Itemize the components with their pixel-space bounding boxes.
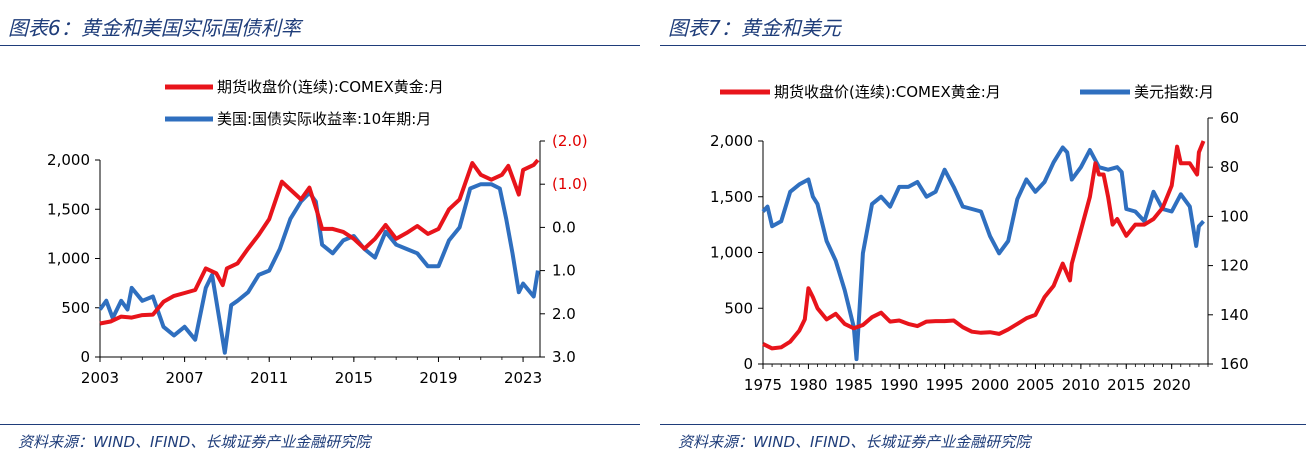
left-source-rule bbox=[0, 424, 640, 425]
right-right-tick-label: 140 bbox=[1220, 306, 1249, 324]
right-right-tick-label: 60 bbox=[1220, 109, 1239, 127]
right-chart-panel: 图表7：黄金和美元 0 500 1,000 1,500 2,000 60 80 100 120 1… bbox=[660, 0, 1306, 463]
left-series-line-real-yield bbox=[98, 182, 540, 355]
left-chart-title: 图表6：黄金和美国实际国债利率 bbox=[8, 16, 301, 40]
left-chart-panel: 图表6：黄金和美国实际国债利率 0 500 1,000 1,500 2,000 (2.0)… bbox=[0, 0, 640, 463]
right-source-rule bbox=[660, 424, 1306, 425]
left-series-line-gold bbox=[99, 158, 540, 326]
right-x-tick-label: 1990 bbox=[880, 376, 918, 394]
left-left-tick-label: 2,000 bbox=[47, 151, 90, 169]
left-axes: 0 500 1,000 1,500 2,000 (2.0) (1.0) 0.0 1.0 2.0 3.… bbox=[47, 132, 588, 387]
left-right-tick-label: 1.0 bbox=[552, 262, 576, 280]
left-legend-label: 期货收盘价(连续):COMEX黄金:月 bbox=[217, 78, 444, 96]
right-legend-item: 期货收盘价(连续):COMEX黄金:月 bbox=[720, 83, 1001, 101]
left-x-tick-label: 2023 bbox=[504, 369, 542, 387]
left-legend-item: 美国:国债实际收益率:10年期:月 bbox=[165, 110, 431, 128]
right-right-tick-label: 100 bbox=[1220, 207, 1249, 225]
left-legend-label: 美国:国债实际收益率:10年期:月 bbox=[217, 110, 431, 128]
right-legend-item: 美元指数:月 bbox=[1080, 83, 1214, 101]
right-series-line-usd-index bbox=[761, 145, 1205, 362]
right-right-tick-label: 160 bbox=[1220, 355, 1249, 373]
right-left-tick-label: 2,000 bbox=[710, 132, 753, 150]
left-left-tick-label: 1,000 bbox=[47, 250, 90, 268]
right-series-line-gold bbox=[762, 140, 1206, 351]
left-right-tick-label: (2.0) bbox=[552, 132, 588, 150]
right-x-tick-label: 2020 bbox=[1153, 376, 1191, 394]
right-left-tick-label: 0 bbox=[743, 355, 753, 373]
right-chart-title: 图表7：黄金和美元 bbox=[668, 16, 841, 40]
left-right-tick-label: 3.0 bbox=[552, 348, 576, 366]
right-source-note: 资料来源：WIND、IFIND、长城证券产业金融研究院 bbox=[678, 433, 1031, 451]
right-left-tick-label: 500 bbox=[724, 299, 753, 317]
right-right-tick-label: 80 bbox=[1220, 158, 1239, 176]
left-x-tick-label: 2019 bbox=[419, 369, 457, 387]
left-right-tick-label: 0.0 bbox=[552, 218, 576, 236]
right-x-tick-label: 1995 bbox=[926, 376, 964, 394]
left-x-tick-label: 2003 bbox=[81, 369, 119, 387]
right-left-tick-label: 1,000 bbox=[710, 244, 753, 262]
right-x-tick-label: 2015 bbox=[1107, 376, 1145, 394]
right-title-rule bbox=[660, 45, 1306, 46]
left-source-note: 资料来源：WIND、IFIND、长城证券产业金融研究院 bbox=[18, 433, 371, 451]
right-left-tick-label: 1,500 bbox=[710, 188, 753, 206]
right-axes: 0 500 1,000 1,500 2,000 60 80 100 120 140 160 1975 1… bbox=[710, 109, 1249, 394]
left-x-tick-label: 2015 bbox=[335, 369, 373, 387]
right-chart-svg: 0 500 1,000 1,500 2,000 60 80 100 120 140 160 1975 1… bbox=[710, 83, 1249, 394]
right-x-tick-label: 1985 bbox=[835, 376, 873, 394]
left-x-tick-label: 2007 bbox=[166, 369, 204, 387]
right-x-tick-label: 2000 bbox=[971, 376, 1009, 394]
left-legend-item: 期货收盘价(连续):COMEX黄金:月 bbox=[165, 78, 444, 96]
left-right-tick-label: 2.0 bbox=[552, 305, 576, 323]
right-right-tick-label: 120 bbox=[1220, 257, 1249, 275]
right-x-tick-label: 1975 bbox=[744, 376, 782, 394]
left-x-tick-label: 2011 bbox=[250, 369, 288, 387]
left-left-tick-label: 0 bbox=[80, 348, 90, 366]
right-legend-label: 期货收盘价(连续):COMEX黄金:月 bbox=[774, 83, 1001, 101]
left-right-tick-label: (1.0) bbox=[552, 175, 588, 193]
left-title-rule bbox=[0, 45, 640, 46]
right-x-tick-label: 1980 bbox=[789, 376, 827, 394]
left-chart-svg: 0 500 1,000 1,500 2,000 (2.0) (1.0) 0.0 1.0 2.0 3.… bbox=[47, 78, 588, 387]
left-left-tick-label: 1,500 bbox=[47, 200, 90, 218]
right-x-tick-label: 2005 bbox=[1016, 376, 1054, 394]
right-legend-label: 美元指数:月 bbox=[1134, 83, 1214, 101]
left-left-tick-label: 500 bbox=[61, 299, 90, 317]
right-x-tick-label: 2010 bbox=[1062, 376, 1100, 394]
